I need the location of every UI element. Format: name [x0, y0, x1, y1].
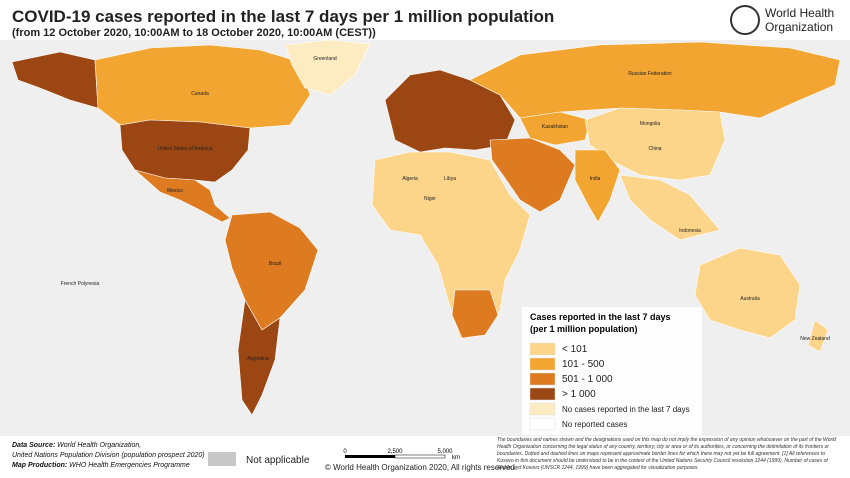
scale-unit: km [452, 455, 460, 461]
usa [119, 119, 251, 183]
new-zealand [807, 319, 829, 353]
legend-swatch [529, 357, 556, 371]
legend-label: > 1 000 [562, 389, 596, 400]
country-label: Russian Federation [628, 71, 672, 77]
country-label: Argentina [247, 356, 269, 362]
legend-swatch [529, 402, 556, 416]
india [574, 149, 621, 223]
country-label: United States of America [157, 146, 212, 152]
canada [94, 44, 311, 129]
country-label: Niger [424, 196, 436, 202]
country-label: Mexico [167, 188, 183, 194]
subtitle: (from 12 October 2020, 10:00AM to 18 Oct… [12, 27, 376, 39]
country-label: Algeria [402, 176, 418, 182]
argentina-chile [237, 299, 281, 416]
south-africa [451, 289, 499, 339]
scale-bar [345, 454, 446, 459]
country-label: Greenland [313, 56, 337, 62]
legend-title: Cases reported in the last 7 days [530, 312, 671, 322]
disclaimer: The boundaries and names shown and the d… [497, 437, 837, 471]
middle-east [489, 137, 576, 213]
legend-swatch [529, 342, 556, 356]
legend-label: < 101 [562, 344, 588, 355]
country-label: Canada [191, 91, 209, 97]
greenland [284, 39, 371, 96]
country-label: Indonesia [679, 228, 701, 234]
scale-label: 0 [343, 449, 347, 455]
copyright: © World Health Organization 2020, All ri… [325, 463, 517, 472]
country-label: Brazil [269, 261, 282, 267]
title: COVID-19 cases reported in the last 7 da… [12, 7, 554, 26]
country-label: India [590, 176, 601, 182]
not-applicable-label: Not applicable [246, 455, 310, 466]
southeast-asia [619, 174, 721, 241]
logo-text: World Health [765, 6, 834, 20]
country-label: New Zealand [800, 336, 830, 342]
legend-label: No reported cases [562, 420, 627, 429]
country-label: Australia [740, 296, 760, 302]
scale-segment [394, 454, 446, 459]
legend-swatch [529, 417, 556, 431]
legend-swatch [529, 372, 556, 386]
legend-label: 101 - 500 [562, 359, 605, 370]
legend-title: (per 1 million population) [530, 324, 638, 334]
legend-swatch [529, 387, 556, 401]
scale-label: 5,000 [437, 449, 453, 455]
country-label: China [648, 146, 661, 152]
logo-text: Organization [765, 20, 833, 34]
text: United Nations Population Division (popu… [12, 452, 205, 459]
country-label: French Polynesia [61, 281, 100, 287]
country-label: Mongolia [640, 121, 661, 127]
scale-segment [345, 455, 395, 458]
text: WHO Health Emergencies Programme [69, 462, 190, 469]
country-label: Kazakhstan [542, 124, 568, 130]
legend-label: 501 - 1 000 [562, 374, 613, 385]
not-applicable-swatch [208, 452, 236, 466]
scale-label: 2,500 [387, 449, 403, 455]
label: Map Production: [12, 462, 68, 469]
alaska [11, 51, 99, 109]
text: World Health Organization, [57, 442, 142, 449]
mexico [134, 169, 231, 223]
legend-label: No cases reported in the last 7 days [562, 405, 690, 414]
europe [384, 69, 516, 153]
country-label: Libya [444, 176, 456, 182]
footer-credits: Data Source: World Health Organization, … [12, 441, 205, 471]
australia [694, 247, 801, 339]
who-logo [730, 5, 760, 35]
label: Data Source: [12, 442, 56, 449]
